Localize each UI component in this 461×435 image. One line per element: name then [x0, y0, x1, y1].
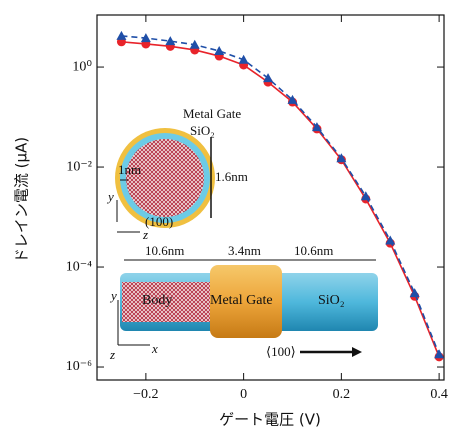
annotation: x [151, 341, 158, 356]
marker [116, 31, 126, 40]
x-tick-label: 0 [240, 387, 247, 402]
annotation: SiO₂ [190, 123, 215, 138]
annotation: Metal Gate [210, 293, 273, 308]
body-disk [126, 139, 204, 217]
annotation: z [142, 227, 148, 242]
annotation: 10.6nm [145, 243, 184, 258]
y-axis-label: ドレイン電流 (μA) [13, 137, 31, 263]
annotation: ⟨100⟩ [266, 344, 296, 359]
annotation: y [106, 189, 114, 204]
marker [434, 349, 444, 358]
x-tick-label: −0.2 [133, 387, 158, 402]
y-tick-label: 10⁻⁴ [66, 259, 92, 274]
x-tick-label: 0.4 [430, 387, 448, 402]
x-axis-label: ゲート電圧 (V) [219, 411, 321, 429]
y-tick-label: 10⁻² [66, 159, 92, 174]
chart: Metal Gate SiO₂ 1nm 1.6nm (100) y z 10.6… [0, 0, 461, 435]
y-tick-label: 10⁰ [72, 59, 92, 74]
marker [263, 73, 273, 82]
annotation: z [109, 347, 115, 362]
annotation: SiO₂ [318, 293, 345, 308]
x-tick-label: 0.2 [333, 387, 351, 402]
y-tick-label: 10⁻⁶ [66, 359, 92, 374]
annotation: Body [142, 293, 172, 308]
annotation: y [109, 288, 117, 303]
annotation: Metal Gate [183, 106, 241, 121]
annotation: 10.6nm [294, 243, 333, 258]
annotation: 1nm [118, 162, 141, 177]
cylinder-inset: 10.6nm 3.4nm 10.6nm Body Metal Gate SiO₂… [109, 243, 378, 362]
cross-section-inset: Metal Gate SiO₂ 1nm 1.6nm (100) y z [106, 106, 248, 242]
direction-arrow [352, 347, 362, 357]
annotation: 3.4nm [228, 243, 261, 258]
annotation: 1.6nm [215, 169, 248, 184]
annotation: (100) [145, 214, 173, 229]
